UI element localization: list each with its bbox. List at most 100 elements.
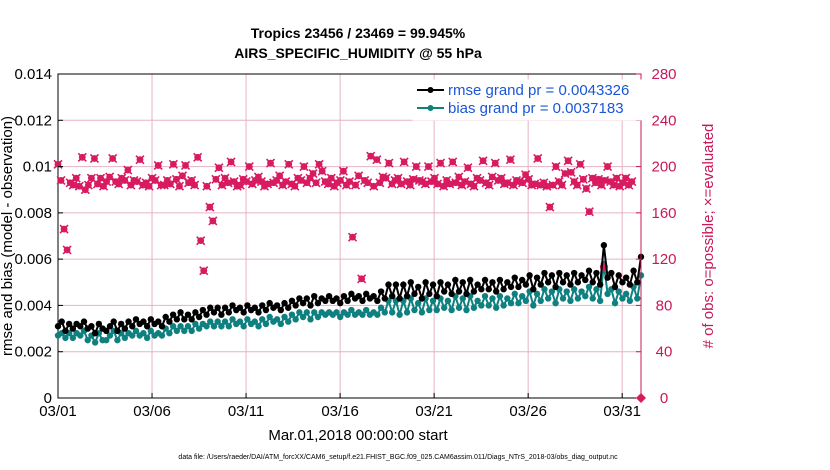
rmse-point	[322, 297, 329, 304]
obs-point	[475, 175, 485, 186]
obs-point	[168, 159, 178, 169]
bias-point	[622, 290, 630, 298]
y2-tick-label: 200	[651, 159, 676, 176]
rmse-point	[296, 295, 303, 302]
rmse-point	[80, 318, 88, 325]
bias-point	[221, 318, 229, 325]
obs-point	[244, 162, 254, 172]
obs-point	[344, 177, 355, 187]
rmse-point	[158, 323, 166, 330]
bias-point	[585, 283, 593, 291]
obs-cross	[372, 155, 382, 165]
obs-cross	[62, 245, 72, 255]
obs-point	[217, 180, 227, 190]
x-tick-label: 03/31	[603, 403, 641, 420]
rmse-point	[244, 302, 251, 309]
bias-point	[244, 316, 251, 323]
rmse-point	[381, 295, 388, 302]
bias-point	[181, 327, 188, 335]
obs-cross	[490, 158, 500, 168]
bias-point	[296, 309, 303, 316]
bias-point	[337, 313, 344, 321]
bias-point	[481, 292, 489, 300]
obs-point	[451, 178, 461, 188]
obs-cross	[299, 162, 309, 172]
rmse-point	[463, 290, 470, 298]
rmse-point	[470, 288, 478, 295]
x-tick-label: 03/16	[321, 403, 359, 420]
rmse-point	[522, 281, 530, 288]
bias-point	[485, 302, 492, 309]
rmse-point	[589, 279, 596, 286]
bias-point	[177, 323, 184, 330]
bias-point	[574, 295, 582, 302]
rmse-point	[218, 311, 225, 318]
obs-cross	[284, 159, 294, 169]
bias-point	[426, 306, 433, 314]
bias-point	[251, 318, 259, 325]
rmse-point	[181, 316, 188, 323]
rmse-point	[288, 297, 296, 304]
rmse-point	[533, 274, 541, 281]
bias-point	[455, 304, 463, 311]
obs-point	[548, 180, 558, 190]
rmse-point	[578, 272, 585, 279]
obs-point	[347, 232, 358, 242]
obs-point	[423, 162, 433, 172]
rmse-point	[515, 283, 522, 291]
obs-cross	[484, 180, 494, 190]
rmse-point	[266, 299, 273, 307]
rmse-point	[619, 279, 626, 286]
bias-point	[192, 320, 199, 328]
rmse-point	[54, 323, 62, 330]
bias-point	[166, 330, 173, 337]
rmse-point	[199, 306, 207, 314]
obs-point	[326, 173, 336, 183]
bias-point	[522, 297, 530, 304]
obs-point	[366, 151, 376, 161]
obs-point	[542, 181, 552, 191]
bias-point	[507, 299, 515, 307]
bias-point	[140, 330, 147, 337]
obs-cross	[202, 181, 212, 191]
bias-point	[240, 323, 247, 330]
bias-point	[504, 295, 511, 302]
obs-cross	[478, 156, 488, 166]
bias-point	[611, 299, 619, 307]
rmse-point	[251, 304, 259, 311]
chart-subtitle: AIRS_SPECIFIC_HUMIDITY @ 55 hPa	[234, 45, 482, 61]
rmse-point	[143, 323, 151, 330]
rmse-point	[121, 325, 129, 332]
obs-point	[454, 172, 464, 182]
rmse-point	[221, 304, 229, 311]
y2-tick-label: 280	[651, 66, 676, 83]
rmse-point	[207, 304, 214, 311]
rmse-point	[236, 304, 244, 311]
obs-point	[95, 173, 106, 183]
y-tick-label: 0.008	[14, 205, 52, 222]
obs-point	[551, 162, 561, 172]
rmse-point	[544, 279, 552, 286]
rmse-point	[129, 323, 136, 330]
obs-point	[505, 155, 515, 165]
rmse-point	[355, 292, 362, 300]
rmse-point	[411, 290, 418, 298]
obs-cross	[89, 153, 100, 164]
rmse-point	[311, 292, 318, 300]
rmse-point	[474, 281, 481, 288]
obs-cross	[545, 202, 555, 212]
obs-cross	[384, 158, 394, 168]
rmse-point	[489, 279, 496, 286]
obs-cross	[265, 158, 276, 168]
bias-point	[626, 297, 634, 304]
obs-cross	[241, 177, 251, 187]
obs-point	[463, 163, 473, 173]
obs-cross	[423, 162, 433, 172]
rmse-point	[285, 304, 292, 311]
obs-point	[223, 178, 233, 188]
obs-point	[524, 174, 534, 184]
rmse-point	[396, 295, 403, 302]
rmse-point	[173, 316, 181, 323]
obs-cross	[369, 181, 379, 191]
